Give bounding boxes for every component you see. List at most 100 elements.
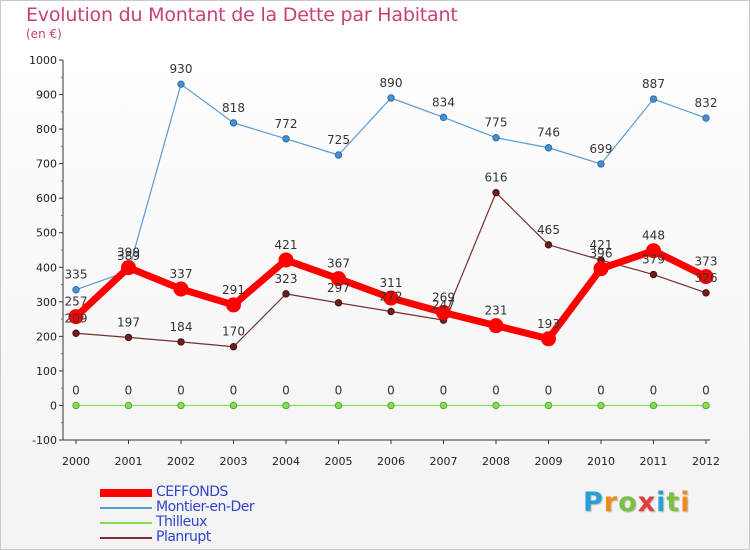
y-tick-label: 300 <box>36 296 57 309</box>
legend-label-thilleux: Thilleux <box>156 514 207 530</box>
data-label-ceffonds: 291 <box>222 283 245 297</box>
data-point-planrupt <box>702 289 710 297</box>
data-label-planrupt: 323 <box>275 272 298 286</box>
data-label-ceffonds: 311 <box>380 276 403 290</box>
data-point-ceffonds <box>121 260 136 276</box>
data-point-thilleux <box>177 401 185 410</box>
data-point-planrupt <box>649 270 658 279</box>
y-tick-label: 900 <box>36 89 57 102</box>
data-point-montier-en-der <box>544 144 553 152</box>
data-point-thilleux <box>229 401 238 410</box>
data-label-montier-en-der: 887 <box>642 77 665 91</box>
data-point-thilleux <box>439 401 448 410</box>
data-point-ceffonds <box>68 309 84 325</box>
x-tick-label: 2008 <box>482 455 510 468</box>
data-label-planrupt: 465 <box>537 223 560 237</box>
data-point-montier-en-der <box>282 135 290 143</box>
data-point-montier-en-der <box>229 119 238 127</box>
data-label-montier-en-der: 335 <box>65 268 88 282</box>
data-label-planrupt: 421 <box>590 238 613 252</box>
data-point-thilleux <box>72 401 80 410</box>
x-tick-label: 2004 <box>272 455 300 468</box>
data-point-thilleux <box>492 401 500 410</box>
data-point-thilleux <box>597 401 605 410</box>
data-point-montier-en-der <box>702 114 710 122</box>
data-label-planrupt: 209 <box>65 311 88 325</box>
data-point-planrupt <box>229 343 238 351</box>
data-label-thilleux: 0 <box>545 383 553 397</box>
data-label-planrupt: 379 <box>642 253 665 267</box>
data-point-planrupt <box>387 307 395 316</box>
data-label-thilleux: 0 <box>650 383 658 397</box>
logo-letter: i <box>680 487 691 518</box>
data-point-montier-en-der <box>387 94 395 102</box>
data-point-montier-en-der <box>597 160 605 168</box>
x-tick-label: 2001 <box>115 455 143 468</box>
legend-swatch-thilleux <box>100 522 152 524</box>
x-tick-label: 2010 <box>587 455 615 468</box>
data-point-thilleux <box>334 401 343 410</box>
data-label-planrupt: 197 <box>117 315 140 329</box>
y-tick-label: 100 <box>36 365 57 378</box>
y-tick-label: 400 <box>36 261 57 274</box>
legend-label-montier-en-der: Montier-en-Der <box>156 499 255 515</box>
data-point-planrupt <box>72 329 80 337</box>
data-point-thilleux <box>544 401 553 410</box>
y-tick-label: -100 <box>32 434 57 447</box>
data-point-montier-en-der <box>492 134 500 142</box>
data-label-ceffonds: 337 <box>170 267 193 281</box>
data-point-thilleux <box>124 401 133 410</box>
x-tick-label: 2006 <box>377 455 405 468</box>
x-tick-label: 2000 <box>62 455 90 468</box>
y-tick-label: 600 <box>36 192 57 205</box>
x-tick-label: 2005 <box>325 455 353 468</box>
chart-title: Evolution du Montant de la Dette par Hab… <box>26 4 458 26</box>
data-label-montier-en-der: 772 <box>275 117 298 131</box>
legend-label-planrupt: Planrupt <box>156 529 211 545</box>
data-point-planrupt <box>177 338 185 346</box>
data-label-ceffonds: 396 <box>590 247 613 261</box>
data-label-montier-en-der: 746 <box>537 126 560 140</box>
data-label-thilleux: 0 <box>177 383 185 397</box>
legend-item-montier-en-der: Montier-en-Der <box>100 499 400 515</box>
data-point-planrupt <box>334 299 343 307</box>
data-point-ceffonds <box>436 305 451 321</box>
data-label-thilleux: 0 <box>230 383 238 397</box>
data-point-ceffonds <box>278 252 294 268</box>
data-point-thilleux <box>282 401 290 410</box>
data-point-ceffonds <box>698 269 714 285</box>
data-point-ceffonds <box>593 261 609 277</box>
data-label-montier-en-der: 725 <box>327 133 350 147</box>
data-label-montier-en-der: 389 <box>117 249 140 263</box>
data-label-planrupt: 272 <box>380 289 403 303</box>
data-label-thilleux: 0 <box>492 383 500 397</box>
data-label-thilleux: 0 <box>702 383 710 397</box>
data-point-ceffonds <box>646 243 661 259</box>
data-label-thilleux: 0 <box>335 383 343 397</box>
data-label-planrupt: 616 <box>485 171 508 185</box>
data-label-ceffonds: 399 <box>117 246 140 260</box>
y-tick-label: 700 <box>36 158 57 171</box>
x-tick-label: 2002 <box>167 455 195 468</box>
data-point-planrupt <box>544 241 553 249</box>
data-point-ceffonds <box>173 281 189 297</box>
data-label-ceffonds: 231 <box>485 304 508 318</box>
legend-swatch-planrupt <box>100 537 152 539</box>
y-tick-label: 200 <box>36 330 57 343</box>
logo-letter: r <box>603 487 619 518</box>
data-label-thilleux: 0 <box>125 383 133 397</box>
data-point-thilleux <box>387 401 395 410</box>
legend-item-thilleux: Thilleux <box>100 514 400 530</box>
legend-item-ceffonds: CEFFONDS <box>100 484 400 500</box>
legend-swatch-ceffonds <box>100 489 152 497</box>
legend-item-planrupt: Planrupt <box>100 529 400 545</box>
x-tick-label: 2003 <box>220 455 248 468</box>
data-label-planrupt: 326 <box>695 271 718 285</box>
x-tick-label: 2012 <box>692 455 720 468</box>
data-label-montier-en-der: 775 <box>485 116 508 130</box>
data-point-planrupt <box>124 333 133 342</box>
data-label-ceffonds: 257 <box>65 295 88 309</box>
data-label-ceffonds: 193 <box>537 317 560 331</box>
data-label-planrupt: 247 <box>432 298 455 312</box>
y-tick-label: 500 <box>36 227 57 240</box>
